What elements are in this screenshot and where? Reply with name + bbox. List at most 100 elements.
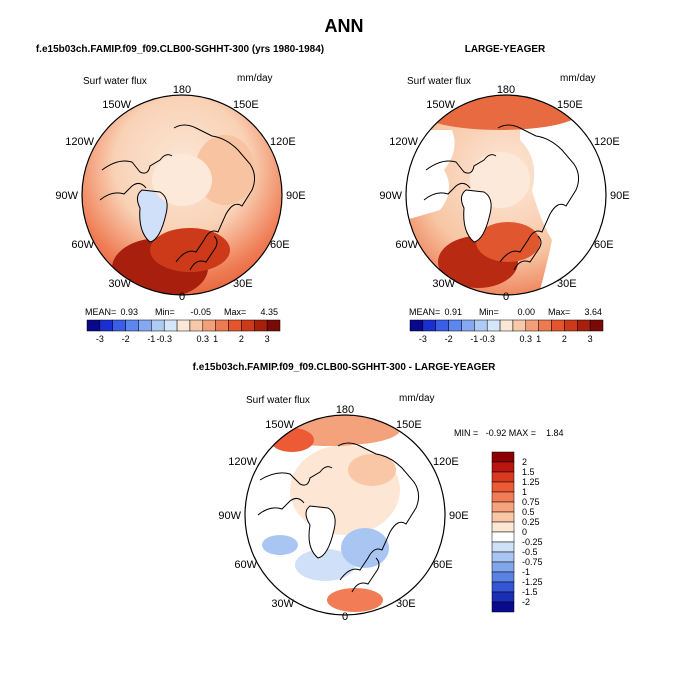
max-value: 4.35 (260, 307, 278, 317)
colorbar-swatch (202, 319, 216, 332)
colorbar-label: -2 (522, 597, 530, 607)
diff-atlantic-neg (295, 549, 355, 581)
mean-value: 0.91 (444, 307, 462, 317)
left-coastline-eurasia (173, 124, 256, 263)
right-coastline-eurasia (497, 124, 580, 263)
colorbar-swatch (409, 319, 424, 332)
colorbar-label: -3 (419, 334, 427, 344)
panel-diff-title: f.e15b03ch.FAMIP.f09_f09.CLB00-SGHHT-300… (193, 362, 496, 373)
lon-label: 30E (396, 598, 416, 610)
panel-diff-colorbar: 21.51.2510.750.50.250-0.25-0.5-0.75-1-1.… (491, 451, 543, 613)
colorbar-label: 0.75 (522, 497, 540, 507)
lon-label: 180 (173, 84, 191, 96)
colorbar-swatch (254, 319, 268, 332)
colorbar-swatch (551, 319, 565, 332)
colorbar-label: -1 (147, 334, 155, 344)
diff-coastline-scandinavia (351, 557, 380, 593)
panel-left: f.e15b03ch.FAMIP.f09_f09.CLB00-SGHHT-300… (36, 44, 324, 344)
mean-label: MEAN= (409, 307, 440, 317)
colorbar-swatch (228, 319, 242, 332)
min-label: Min= (479, 307, 499, 317)
colorbar-swatch (491, 471, 515, 483)
diff-coastline-north-america (257, 466, 333, 516)
right-greenland-field (461, 190, 492, 242)
colorbar-swatch (491, 541, 515, 553)
panel-diff-map-border (244, 414, 446, 616)
lon-label: 90E (449, 510, 469, 522)
colorbar-swatch (491, 581, 515, 593)
max-label: Max= (548, 307, 570, 317)
colorbar-label: -2 (122, 334, 130, 344)
colorbar-swatch (491, 511, 515, 523)
colorbar-label: 0.3 (197, 334, 210, 344)
panel-right-map (406, 95, 606, 295)
colorbar-label: 0 (522, 527, 527, 537)
page-title: ANN (325, 16, 364, 36)
lon-label: 180 (336, 404, 354, 416)
colorbar-swatch (448, 319, 462, 332)
colorbar-swatch (125, 319, 139, 332)
colorbar-swatch (461, 319, 475, 332)
colorbar-label: 0.5 (522, 507, 535, 517)
diff-bering-high (270, 428, 314, 452)
colorbar-swatch (474, 319, 488, 332)
panel-left-map (82, 95, 282, 295)
lon-label: 120W (65, 136, 94, 148)
colorbar-swatch (491, 461, 515, 473)
colorbar-label: 1 (213, 334, 218, 344)
lon-label: 60W (71, 239, 94, 251)
colorbar-swatch (176, 319, 191, 332)
colorbar-label: -1.5 (522, 587, 538, 597)
lon-label: 30E (233, 278, 253, 290)
colorbar-swatch (564, 319, 578, 332)
colorbar-swatch (422, 319, 436, 332)
diff-europe-neg (341, 528, 389, 568)
lon-label: 120W (389, 136, 418, 148)
lon-label: 60W (395, 239, 418, 251)
colorbar-swatch (189, 319, 204, 332)
right-coastline-greenland (460, 189, 492, 243)
colorbar-swatch (435, 319, 449, 332)
colorbar-swatch (525, 319, 539, 332)
right-land-mask-west (406, 130, 455, 220)
lon-label: 180 (497, 84, 515, 96)
colorbar-swatch (112, 319, 126, 332)
panel-diff-minmax: MIN = -0.92 MAX = 1.84 (454, 428, 564, 438)
colorbar-label: 1.5 (522, 467, 535, 477)
panel-left-map-border (81, 94, 283, 296)
colorbar-label: 1.25 (522, 477, 540, 487)
colorbar-swatch (577, 319, 591, 332)
colorbar-label: -0.75 (522, 557, 543, 567)
max-value: 3.64 (584, 307, 602, 317)
lon-label: 90E (610, 190, 630, 202)
lon-label: 30W (432, 278, 455, 290)
lon-label: 120W (228, 456, 257, 468)
colorbar-label: -1 (522, 567, 530, 577)
colorbar-label: 2 (239, 334, 244, 344)
lon-label: 120E (433, 456, 459, 468)
panel-right-map-border (405, 94, 607, 296)
colorbar-swatch (491, 531, 515, 543)
colorbar-label: -1.25 (522, 577, 543, 587)
panel-diff-var-label: Surf water flux (246, 395, 310, 406)
colorbar-swatch (491, 571, 515, 583)
left-arctic-pale (152, 154, 212, 206)
right-land-mask-east (520, 110, 606, 290)
lon-label: 30W (108, 278, 131, 290)
colorbar-label: -0.5 (522, 547, 538, 557)
left-atlantic-mid (150, 228, 230, 272)
lon-label: 60E (270, 239, 290, 251)
colorbar-label: 2 (562, 334, 567, 344)
colorbar-swatch (491, 591, 515, 603)
lon-label: 150E (557, 99, 583, 111)
colorbar-swatch (512, 319, 527, 332)
lon-label: 0 (503, 291, 509, 303)
colorbar-swatch (215, 319, 229, 332)
colorbar-swatch (491, 491, 515, 503)
colorbar-label: -0.25 (522, 537, 543, 547)
colorbar-swatch (138, 319, 152, 332)
colorbar-swatch (538, 319, 552, 332)
min-value: 0.00 (517, 307, 535, 317)
lon-label: 60E (594, 239, 614, 251)
